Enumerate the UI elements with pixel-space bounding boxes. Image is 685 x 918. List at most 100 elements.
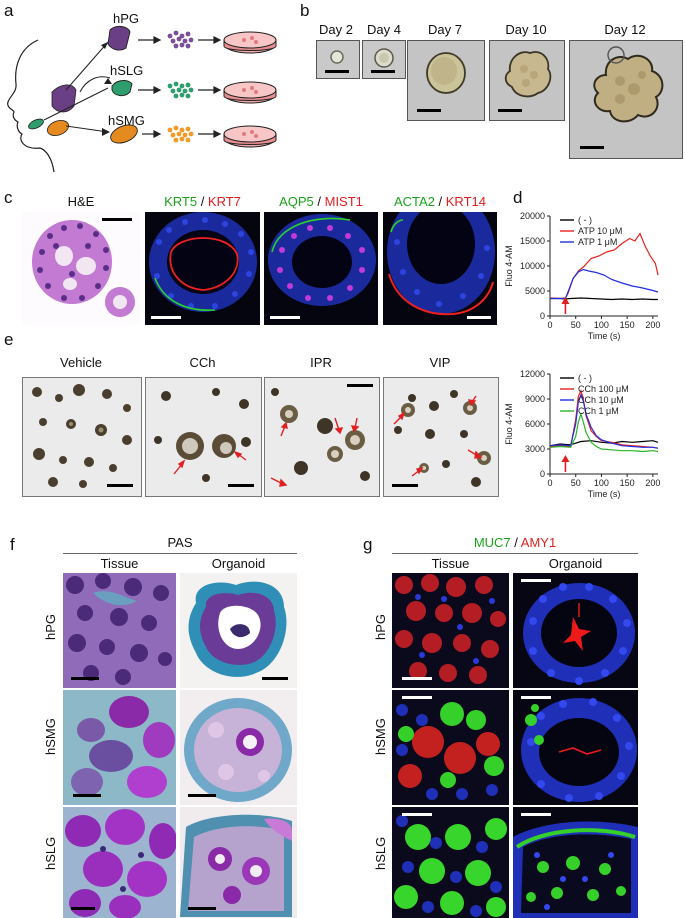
panel-d-label: d <box>513 188 523 207</box>
legend-label: ATP 10 μM <box>578 226 622 236</box>
y-axis-label: Fluo 4-AM <box>504 403 514 445</box>
acta2-krt14-image <box>383 212 497 325</box>
stain-label-1: KRT5 / KRT7 <box>164 194 241 209</box>
scale-bar <box>392 484 418 487</box>
row-label-hpg: hPG <box>43 613 58 640</box>
hsmg-cells <box>167 125 194 143</box>
if-tissue-hslg <box>392 807 509 918</box>
scale-bar <box>325 70 349 73</box>
if-organoid-hslg <box>513 807 638 918</box>
col-label-tissue: Tissue <box>100 556 139 571</box>
culture-dish-icon <box>223 125 277 148</box>
scale-bar <box>402 677 432 680</box>
if-tissue-hsmg <box>392 690 509 805</box>
col-label-organoid: Organoid <box>548 556 603 571</box>
scale-bar <box>402 813 432 816</box>
hpg-cells <box>167 30 194 49</box>
pas-divider <box>63 553 297 554</box>
hslg-label: hSLG <box>110 63 144 78</box>
panel-f-label: f <box>10 535 15 554</box>
row-label-hpg: hPG <box>373 613 388 640</box>
scale-bar <box>467 316 491 319</box>
hsmg-gland-icon <box>46 120 70 136</box>
hpg-large-icon <box>107 25 131 51</box>
organoid-image-day4 <box>362 40 406 79</box>
scale-bar <box>347 384 373 387</box>
if-divider <box>392 553 638 554</box>
x-tick-label: 200 <box>645 320 660 330</box>
row-label-hsmg: hSMG <box>43 718 58 755</box>
pas-organoid-hslg <box>180 807 297 918</box>
x-tick-label: 50 <box>571 478 581 488</box>
legend-label: ( - ) <box>578 373 592 383</box>
organoid-image-day7 <box>407 40 485 121</box>
organoid-image-day10 <box>489 40 565 121</box>
legend-label: CCh 1 μM <box>578 406 619 416</box>
x-tick-label: 150 <box>620 478 635 488</box>
x-tick-label: 200 <box>645 478 660 488</box>
col-label-tissue: Tissue <box>431 556 470 571</box>
aqp5-mist1-image <box>264 212 378 325</box>
legend-label: ( - ) <box>578 215 592 225</box>
day-label: Day 7 <box>428 22 462 37</box>
panel-c-label: c <box>4 188 13 207</box>
y-tick-label: 0 <box>540 469 545 479</box>
hsmg-label: hSMG <box>108 113 145 128</box>
culture-dish-icon <box>223 81 277 104</box>
stimulus-arrow-head <box>561 455 570 462</box>
x-tick-label: 100 <box>594 478 609 488</box>
condition-label: Vehicle <box>60 355 102 370</box>
condition-label: CCh <box>189 355 216 370</box>
y-tick-label: 20000 <box>520 211 545 221</box>
pas-organoid-hpg <box>180 573 297 688</box>
if-organoid-hsmg <box>513 690 638 805</box>
calcium-chart-atp: 0 5000 10000 15000 20000 0 50 100 150 200 Time (s)… <box>504 211 660 341</box>
y-tick-label: 3000 <box>525 444 545 454</box>
x-tick-label: 100 <box>594 320 609 330</box>
legend-label: CCh 10 μM <box>578 395 624 405</box>
scale-bar <box>102 218 132 221</box>
x-axis-label: Time (s) <box>588 489 621 499</box>
series-line <box>550 268 659 300</box>
he-stain-image <box>22 212 140 325</box>
x-tick-label: 50 <box>571 320 581 330</box>
panel-a-label: a <box>4 1 14 20</box>
scale-bar <box>580 146 604 149</box>
muc7-amy1-title: MUC7 / AMY1 <box>473 535 557 550</box>
pas-tissue-hpg <box>63 573 176 688</box>
pas-title: PAS <box>167 535 193 550</box>
day-label: Day 10 <box>505 22 547 37</box>
y-tick-label: 5000 <box>525 286 545 296</box>
scale-bar <box>498 109 522 112</box>
col-label-organoid: Organoid <box>211 556 266 571</box>
hslg-cells <box>167 81 194 99</box>
stimulus-arrow-head <box>561 297 570 304</box>
scale-bar <box>73 794 101 797</box>
series-line <box>549 440 659 447</box>
scale-bar <box>417 109 441 112</box>
legend-label: ATP 1 μM <box>578 237 617 247</box>
stain-label-2: AQP5 / MIST1 <box>279 194 363 209</box>
vip-image <box>383 377 499 497</box>
series-line <box>549 411 659 453</box>
condition-label: IPR <box>310 355 332 370</box>
y-tick-label: 6000 <box>525 419 545 429</box>
y-tick-label: 9000 <box>525 394 545 404</box>
y-tick-label: 12000 <box>520 369 545 379</box>
scale-bar <box>188 907 216 910</box>
condition-label: VIP <box>429 355 451 370</box>
hslg-large-icon <box>111 80 133 97</box>
if-tissue-hpg <box>392 573 509 688</box>
hpg-label: hPG <box>113 11 140 26</box>
row-label-hsmg: hSMG <box>373 718 388 755</box>
pas-organoid-hsmg <box>180 690 297 805</box>
x-tick-label: 150 <box>620 320 635 330</box>
scale-bar <box>262 677 288 680</box>
scale-bar <box>521 696 551 699</box>
day-label: Day 4 <box>367 22 401 37</box>
row-label-hslg: hSLG <box>373 836 388 870</box>
row-label-hslg: hSLG <box>43 836 58 870</box>
panel-b-label: b <box>300 1 310 20</box>
panel-g-label: g <box>363 535 373 554</box>
panel-a-schematic <box>7 25 277 173</box>
